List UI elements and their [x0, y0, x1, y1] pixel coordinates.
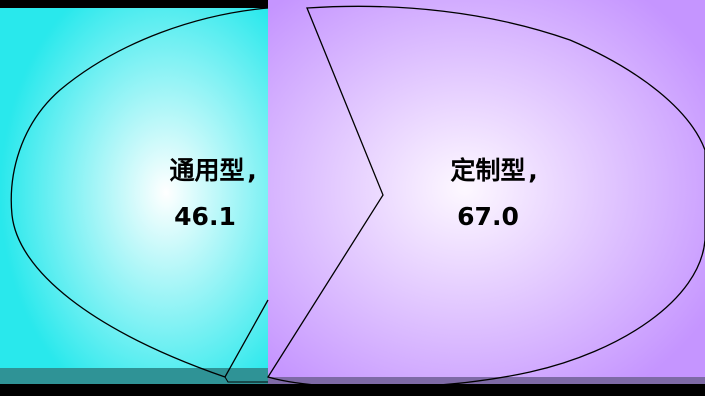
data-label-1-value: 67.0 — [457, 202, 519, 231]
pie-slice-0 — [10, 7, 269, 378]
pie-slice-edge — [224, 376, 268, 383]
pie-slice-1 — [266, 5, 705, 389]
data-label-0-comma: , — [247, 156, 257, 185]
data-label-0-value: 46.1 — [174, 202, 236, 231]
data-label-0-category: 通用型 — [169, 156, 244, 185]
data-label-1-comma: , — [528, 156, 538, 185]
data-label-1: 定制型 , 67.0 — [450, 156, 537, 231]
bottom-strip-cyan — [0, 368, 268, 384]
cyan-panel — [0, 8, 268, 377]
data-label-0: 通用型 , 46.1 — [169, 156, 256, 231]
purple-panel — [268, 0, 705, 377]
data-label-1-category: 定制型 — [450, 156, 525, 185]
